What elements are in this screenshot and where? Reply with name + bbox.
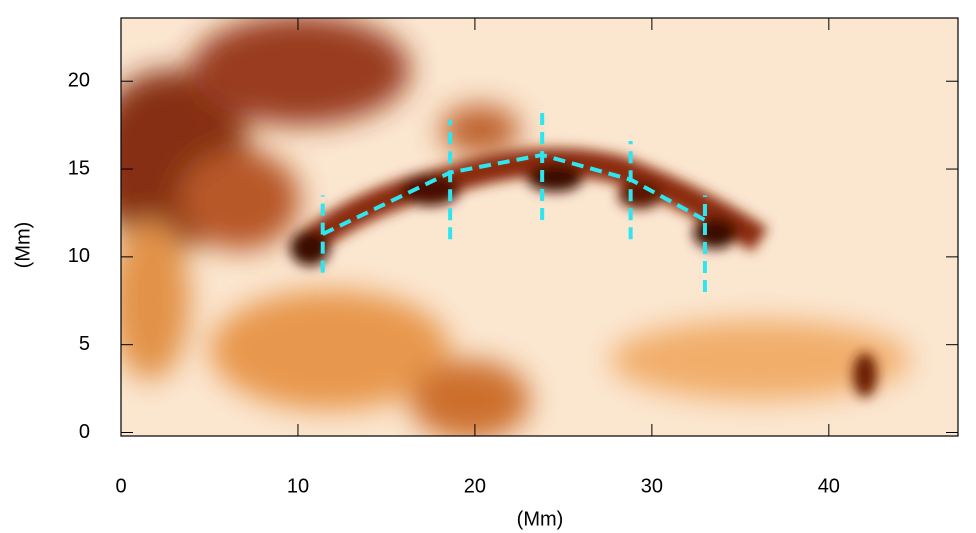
y-tick-label: 10 — [68, 245, 90, 267]
y-tick-label: 15 — [68, 157, 90, 179]
y-tick-label: 0 — [79, 421, 90, 443]
solar-image — [121, 18, 958, 436]
y-tick-label: 20 — [68, 70, 90, 92]
x-tick-label: 30 — [641, 475, 663, 497]
x-tick-label: 10 — [287, 475, 309, 497]
plot-frame — [120, 17, 959, 437]
x-axis-label: (Mm) — [517, 508, 564, 530]
y-axis-label: (Mm) — [12, 222, 34, 269]
y-tick-label: 5 — [79, 333, 90, 355]
x-tick-label: 20 — [464, 475, 486, 497]
x-tick-label: 0 — [115, 475, 126, 497]
x-tick-label: 40 — [818, 475, 840, 497]
